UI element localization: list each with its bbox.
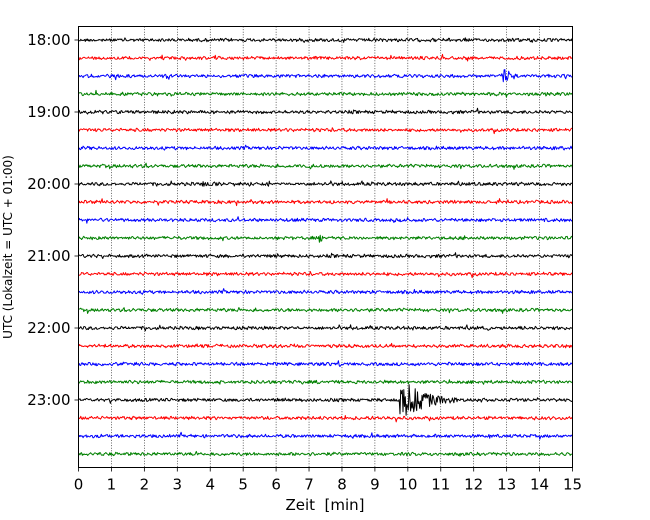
trace-23-45 [78, 450, 573, 457]
trace-22-15 [78, 342, 573, 349]
trace-20-15 [78, 198, 573, 207]
trace-18-30 [78, 69, 573, 83]
trace-19-15 [78, 127, 573, 135]
trace-21-45 [78, 307, 573, 314]
y-axis-label: UTC (Lokalzeit = UTC + 01:00) [1, 155, 15, 339]
x-tick-label: 7 [304, 476, 314, 494]
trace-23-00 [78, 384, 573, 416]
x-tick-label: 13 [497, 476, 516, 494]
trace-20-00 [78, 180, 573, 187]
x-tick-label: 5 [238, 476, 248, 494]
x-tick-label: 3 [173, 476, 183, 494]
trace-19-30 [78, 144, 573, 151]
x-tick-label: 2 [140, 476, 150, 494]
trace-21-00 [78, 252, 573, 259]
trace-22-45 [78, 379, 573, 385]
y-tick-label: 20:00 [27, 175, 70, 193]
x-tick-label: 14 [530, 476, 549, 494]
trace-21-15 [78, 271, 573, 279]
plot-frame [78, 26, 573, 468]
y-tick-label: 21:00 [27, 247, 70, 265]
x-gridlines [111, 26, 540, 468]
x-tick-label: 11 [431, 476, 450, 494]
trace-18-45 [78, 89, 573, 98]
y-tick-label: 22:00 [27, 319, 70, 337]
x-tick-label: 6 [271, 476, 281, 494]
x-tick-label: 4 [205, 476, 215, 494]
trace-22-00 [78, 324, 573, 332]
trace-21-30 [78, 288, 573, 295]
x-tick-label: 0 [74, 476, 84, 494]
trace-20-30 [78, 216, 573, 224]
x-tick-label: 12 [464, 476, 483, 494]
trace-19-45 [78, 162, 573, 170]
x-tick-label: 15 [563, 476, 582, 494]
trace-20-45 [78, 234, 573, 243]
x-tick-label: 10 [398, 476, 417, 494]
x-tick-label: 8 [337, 476, 347, 494]
trace-23-15 [78, 415, 573, 423]
y-tick-label: 19:00 [27, 103, 70, 121]
x-axis-ticks: 0 1 2 3 4 5 6 7 8 9 10 11 12 13 14 15 [74, 467, 582, 494]
y-axis-ticks: 18:00 19:00 20:00 21:00 22:00 23:00 [27, 31, 79, 409]
x-tick-label: 9 [370, 476, 380, 494]
y-tick-label: 23:00 [27, 391, 70, 409]
trace-18-00 [78, 37, 573, 43]
y-tick-label: 18:00 [27, 31, 70, 49]
x-axis-label: Zeit [min] [285, 496, 364, 514]
x-tick-label: 1 [107, 476, 117, 494]
trace-23-30 [78, 431, 573, 440]
seismogram-traces [78, 37, 573, 457]
trace-22-30 [78, 360, 573, 367]
trace-18-15 [78, 53, 573, 62]
trace-19-00 [78, 107, 573, 115]
